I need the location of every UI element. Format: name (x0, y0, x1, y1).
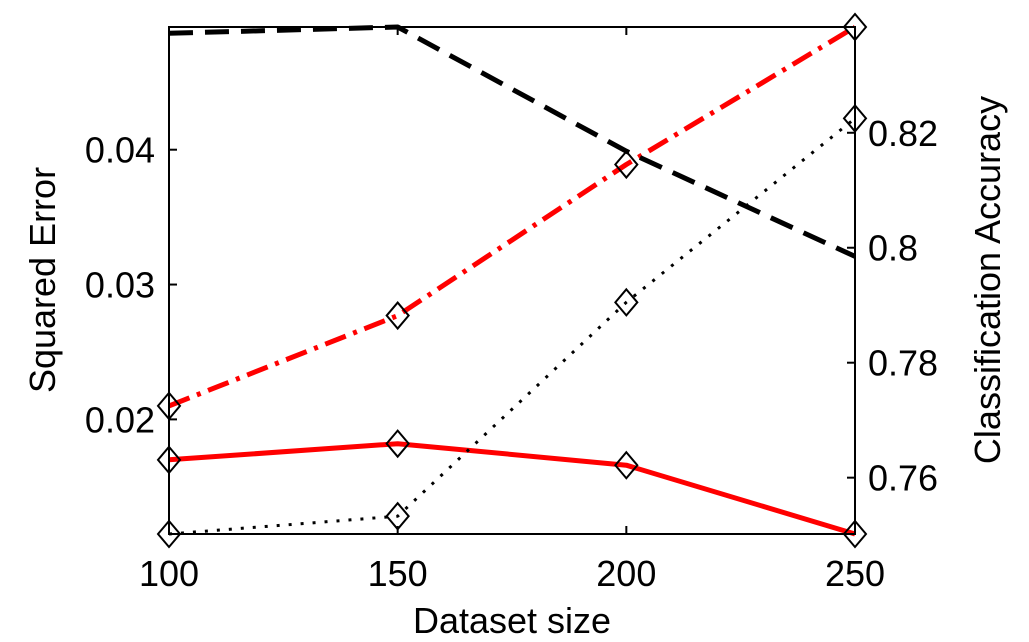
x-tick-label: 250 (825, 553, 885, 594)
y-right-tick-label: 0.82 (868, 113, 938, 154)
x-tick-label: 150 (368, 553, 428, 594)
series-2-point-marker (614, 287, 639, 317)
series-1-point-marker (385, 301, 410, 331)
series-3-line (168, 24, 857, 259)
series-1-point-marker (614, 149, 639, 180)
y-axis-right-title: Classification Accuracy (967, 96, 1008, 464)
series-0-point-marker (842, 519, 868, 549)
series-1-line (168, 24, 857, 409)
x-tick-label: 200 (596, 553, 656, 594)
y-left-tick-label: 0.03 (85, 265, 155, 306)
ticks-layer: 100 150 200 250 0.02 0.03 0.04 0.76 0.78 0.8 0.82 (85, 27, 938, 594)
y-right-tick-label: 0.76 (868, 458, 938, 499)
y-left-tick-label: 0.04 (85, 130, 155, 171)
plot-frame (168, 26, 856, 535)
y-right-tick-label: 0.8 (868, 228, 918, 269)
x-axis-title: Dataset size (413, 600, 611, 641)
y-right-tick-label: 0.78 (868, 343, 938, 384)
series-2-point-marker (156, 519, 182, 549)
y-axis-left-title: Squared Error (22, 167, 63, 393)
series-0-point-marker (614, 450, 639, 480)
x-tick-label: 100 (139, 553, 199, 594)
series-0-point-marker (385, 429, 410, 459)
series-layer (156, 12, 868, 549)
series-2-line (168, 117, 856, 536)
series-0-line (168, 441, 856, 537)
y-left-tick-label: 0.02 (85, 399, 155, 440)
